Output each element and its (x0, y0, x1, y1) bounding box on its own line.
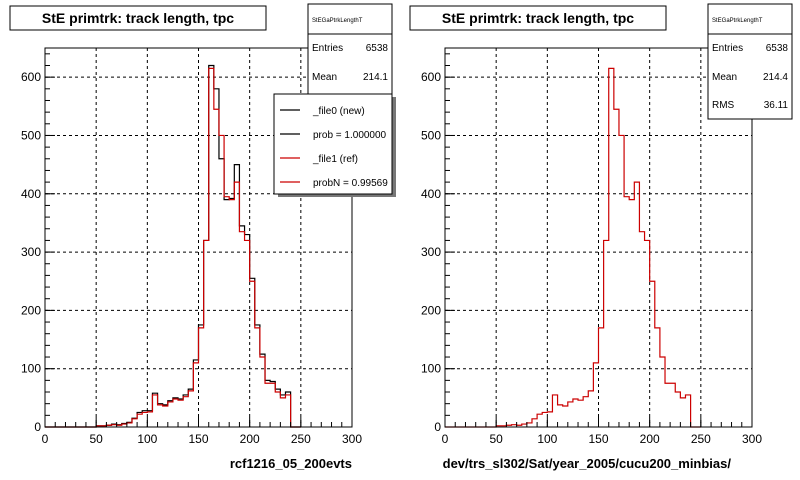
legend-entry-file0: _file0 (new) (312, 106, 365, 117)
right-ytick-label-0: 0 (434, 420, 441, 434)
legend-entry-prob: prob = 1.000000 (313, 130, 387, 141)
left-legend: _file0 (new) prob = 1.000000 _file1 (ref… (273, 93, 396, 197)
left-xtick-label-2: 100 (137, 432, 157, 446)
right-ytick-label-1: 100 (421, 362, 441, 376)
left-ytick-label-2: 200 (21, 303, 41, 317)
right-title-box (409, 5, 667, 31)
left-ytick-label-5: 500 (21, 128, 41, 142)
left-title: StE primtrk: track length, tpc (42, 10, 234, 26)
left-ytick-label-6: 600 (21, 70, 41, 84)
right-stats-rms-label: RMS (712, 100, 735, 111)
left-x-axis-label: rcf1216_05_200evts (230, 456, 352, 471)
left-stats-mean-value: 214.1 (363, 72, 388, 83)
right-xtick-label-4: 200 (640, 432, 660, 446)
left-ytick-label-1: 100 (21, 362, 41, 376)
left-stats-entries-label: Entries (312, 43, 343, 54)
right-pad: StE primtrk: track length, tpc 0 50 100 150… (409, 3, 793, 471)
left-xtick-label-6: 300 (342, 432, 362, 446)
left-xtick-label-4: 200 (240, 432, 260, 446)
left-xtick-label-1: 50 (89, 432, 103, 446)
left-xtick-label-0: 0 (42, 432, 49, 446)
right-stats-entries-label: Entries (712, 43, 743, 54)
left-stats-mean-label: Mean (312, 72, 337, 83)
left-xtick-label-3: 150 (188, 432, 208, 446)
right-xtick-label-0: 0 (442, 432, 449, 446)
left-ytick-label-3: 300 (21, 245, 41, 259)
left-xtick-label-5: 250 (291, 432, 311, 446)
right-stats-entries-value: 6538 (766, 43, 789, 54)
right-stats-mean-value: 214.4 (763, 72, 788, 83)
right-x-axis-label: dev/trs_sl302/Sat/year_2005/cucu200_minb… (443, 456, 732, 471)
right-series-0 (445, 67, 701, 428)
legend-entry-probn: probN = 0.99569 (313, 178, 388, 189)
right-stats-mean-label: Mean (712, 72, 737, 83)
right-ytick-label-2: 200 (421, 303, 441, 317)
right-ytick-label-5: 500 (421, 128, 441, 142)
right-xtick-label-3: 150 (588, 432, 608, 446)
left-stats-entries-value: 6538 (366, 43, 389, 54)
left-plot: 0 50 100 150 200 250 300 0 100 200 300 400 500 600 (21, 47, 362, 446)
right-ytick-label-3: 300 (421, 245, 441, 259)
left-ytick-label-4: 400 (21, 187, 41, 201)
right-ytick-label-4: 400 (421, 187, 441, 201)
left-series-1 (45, 67, 301, 428)
right-xtick-label-1: 50 (489, 432, 503, 446)
left-series-0 (45, 64, 301, 428)
right-stats-rms-value: 36.11 (764, 100, 789, 111)
right-xtick-label-6: 300 (742, 432, 762, 446)
right-stats-title: StEGaPtrkLengthT (712, 18, 763, 24)
right-xtick-label-2: 100 (537, 432, 557, 446)
right-stats-box: StEGaPtrkLengthT Entries 6538 Mean 214.4… (707, 3, 793, 120)
right-xtick-label-5: 250 (691, 432, 711, 446)
right-plot: 0 50 100 150 200 250 300 0 100 200 300 400 500 600 (421, 47, 762, 446)
legend-entry-file1: _file1 (ref) (312, 154, 358, 165)
left-pad: StE primtrk: track length, tpc 0 50 100 150… (9, 3, 396, 471)
right-ytick-label-6: 600 (421, 70, 441, 84)
left-ytick-label-0: 0 (34, 420, 41, 434)
right-title: StE primtrk: track length, tpc (442, 10, 634, 26)
left-title-box (9, 5, 267, 31)
left-stats-title: StEGaPtrkLengthT (312, 18, 363, 24)
